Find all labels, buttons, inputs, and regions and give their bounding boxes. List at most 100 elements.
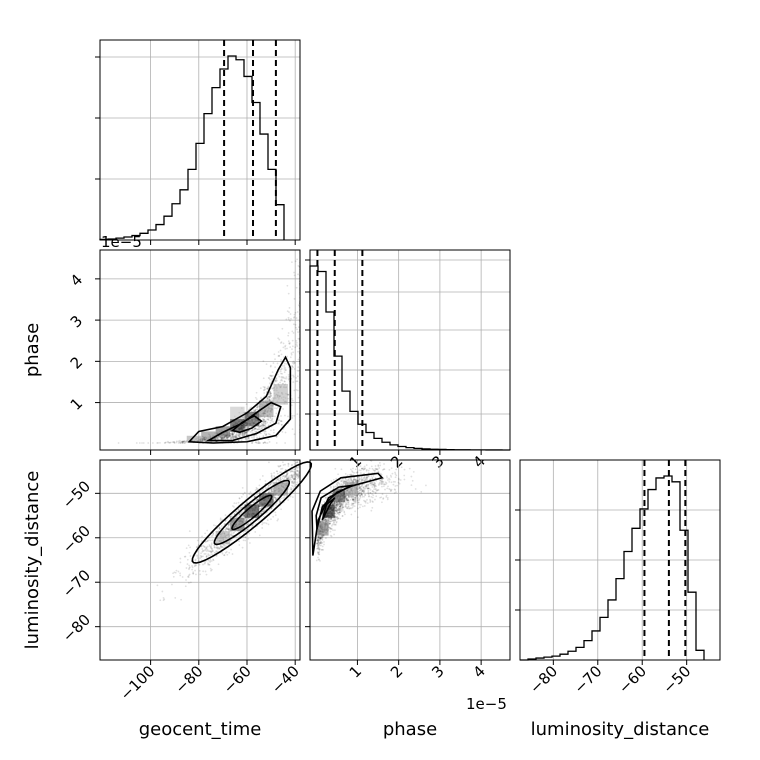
sample-point [289, 319, 291, 322]
sample-point [270, 475, 273, 478]
sample-point [243, 491, 246, 494]
sample-point [345, 478, 347, 481]
sample-point [304, 473, 306, 475]
sample-point [286, 476, 288, 479]
sample-point [306, 477, 308, 479]
sample-point [346, 497, 348, 500]
sample-point [362, 467, 365, 470]
sample-point [297, 477, 299, 480]
sample-point [268, 398, 271, 401]
sample-point [280, 468, 282, 470]
sample-point [259, 432, 262, 435]
sample-point [354, 499, 357, 501]
sample-point [355, 479, 358, 482]
sample-point [338, 502, 341, 505]
sample-point [226, 527, 229, 530]
sample-point [356, 480, 359, 482]
sample-point [226, 436, 229, 439]
sample-point [320, 542, 323, 545]
sample-point [299, 241, 301, 243]
sample-point [378, 461, 381, 464]
sample-point [264, 441, 266, 444]
sample-point [209, 550, 212, 553]
sample-point [266, 397, 269, 400]
sample-point [286, 310, 289, 313]
sample-point [317, 556, 319, 559]
sample-point [294, 474, 296, 477]
sample-point [341, 504, 344, 507]
sample-point [358, 478, 361, 480]
sample-point [326, 519, 329, 522]
sample-point [212, 532, 215, 535]
sample-point [213, 524, 215, 527]
sample-point [215, 555, 218, 557]
sample-point [334, 515, 337, 518]
sample-point [344, 480, 347, 483]
sample-point [336, 518, 339, 521]
sample-point [256, 408, 259, 411]
sample-point [263, 522, 266, 524]
sample-point [350, 502, 353, 505]
sample-point [341, 506, 344, 509]
sample-point [221, 552, 224, 555]
sample-point [209, 558, 212, 561]
sample-point [380, 480, 383, 483]
sample-point [244, 431, 246, 434]
sample-point [291, 361, 294, 364]
sample-point [231, 434, 234, 437]
sample-point [338, 509, 341, 511]
sample-point [256, 436, 258, 439]
sample-point [312, 466, 314, 468]
sample-point [219, 546, 222, 549]
sample-point [256, 487, 259, 490]
sample-point [334, 523, 336, 526]
sample-point [336, 512, 339, 515]
sample-point [188, 568, 190, 571]
sample-point [275, 502, 278, 505]
sample-point [275, 442, 278, 444]
sample-point [354, 468, 357, 471]
sample-point [315, 537, 318, 540]
offset-label-phase: 1e−5 [466, 695, 507, 713]
sample-point [367, 475, 370, 478]
sample-point [336, 516, 338, 519]
sample-point [353, 502, 356, 505]
sample-point [315, 456, 317, 458]
sample-point [286, 363, 288, 365]
sample-point [291, 463, 294, 466]
sample-point [290, 473, 293, 476]
sample-point [203, 546, 206, 548]
sample-point [269, 365, 272, 368]
sample-point [293, 468, 296, 471]
sample-point [357, 485, 360, 488]
sample-point [282, 377, 284, 379]
sample-point [295, 380, 298, 383]
sample-point [357, 496, 360, 499]
tick-label-x: −60 [220, 662, 255, 697]
sample-point [181, 440, 184, 443]
sample-point [202, 570, 205, 573]
sample-point [385, 482, 388, 485]
sample-point [311, 454, 313, 456]
sample-point [284, 442, 287, 444]
sample-point [388, 469, 391, 471]
sample-point [352, 495, 355, 498]
sample-point [362, 490, 365, 493]
sample-point [268, 398, 271, 400]
sample-point [273, 497, 275, 499]
sample-point [266, 421, 269, 424]
sample-point [287, 465, 290, 467]
sample-point [194, 559, 197, 562]
sample-point [375, 468, 378, 470]
sample-point [286, 478, 289, 481]
sample-point [335, 507, 338, 510]
sample-point [222, 437, 225, 440]
sample-point [281, 430, 284, 433]
sample-point [230, 436, 233, 439]
sample-point [289, 476, 292, 479]
sample-point [334, 518, 337, 521]
sample-point [344, 501, 347, 504]
sample-point [337, 507, 340, 510]
sample-point [182, 440, 185, 443]
sample-point [347, 499, 350, 501]
